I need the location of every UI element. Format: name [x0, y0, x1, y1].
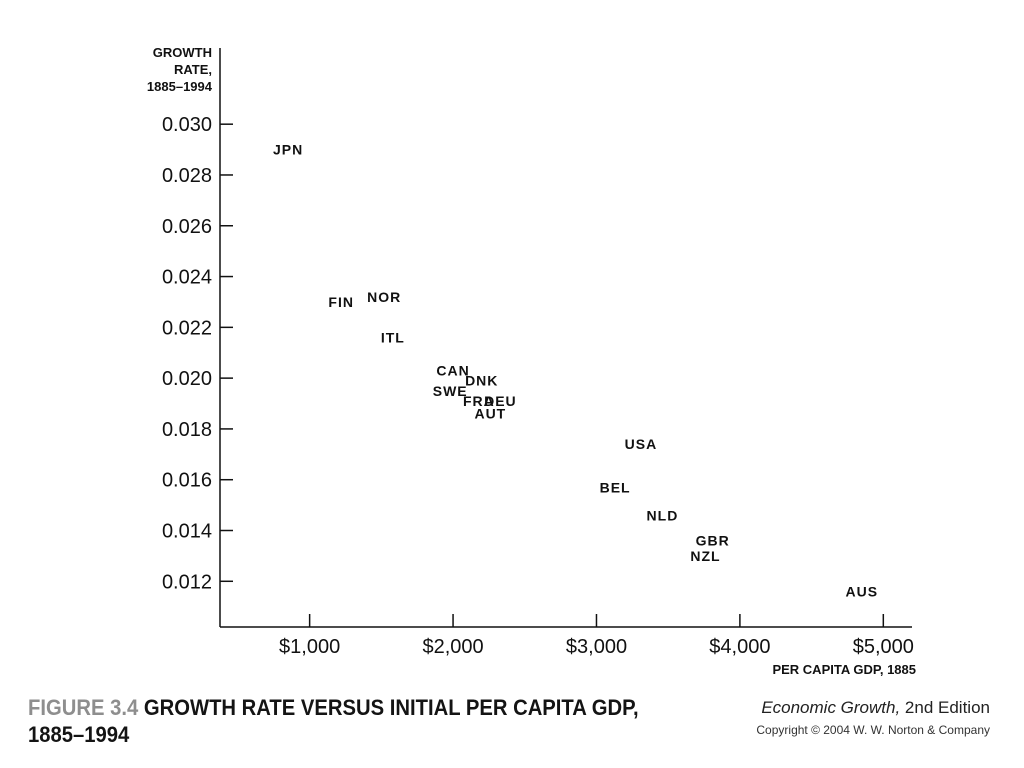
y-tick-label: 0.012	[162, 571, 212, 593]
data-point-aut: AUT	[474, 406, 506, 422]
figure-caption: FIGURE 3.4 GROWTH RATE VERSUS INITIAL PE…	[28, 694, 654, 748]
y-axis-ticks: 0.012 0.014 0.016 0.018 0.020 0.022 0.024 0.026…	[162, 114, 233, 593]
y-tick-label: 0.028	[162, 165, 212, 187]
scatter-chart: 0.012 0.014 0.016 0.018 0.020 0.022 0.024 0.026…	[162, 48, 914, 658]
y-tick-label: 0.024	[162, 267, 212, 289]
data-point-bel: BEL	[600, 479, 631, 495]
x-axis-ticks: $1,000 $2,000 $3,000 $4,000 $5,000	[279, 614, 914, 658]
x-tick-label: $2,000	[422, 636, 483, 658]
data-point-dnk: DNK	[465, 373, 498, 389]
data-point-deu: DEU	[484, 393, 517, 409]
y-tick-label: 0.016	[162, 470, 212, 492]
y-tick-label: 0.030	[162, 114, 212, 136]
data-point-swe: SWE	[433, 383, 468, 399]
copyright-notice: Copyright © 2004 W. W. Norton & Company	[756, 723, 990, 737]
y-tick-label: 0.014	[162, 521, 212, 543]
data-point-itl: ITL	[381, 330, 405, 346]
y-axis-title: GROWTH RATE, 1885–1994	[146, 45, 212, 94]
data-point-fra: FRA	[463, 393, 495, 409]
publication-info: Economic Growth, 2nd Edition Copyright ©…	[756, 698, 990, 737]
chart-axes	[219, 48, 912, 628]
x-tick-label: $4,000	[709, 636, 770, 658]
figure-number: FIGURE 3.4	[28, 695, 139, 720]
data-point-aus: AUS	[846, 583, 879, 599]
x-tick-label: $3,000	[566, 636, 627, 658]
data-point-nld: NLD	[647, 507, 679, 523]
y-tick-label: 0.026	[162, 216, 212, 238]
data-point-nor: NOR	[367, 289, 401, 305]
publication-title: Economic Growth,	[761, 698, 901, 717]
y-tick-label: 0.022	[162, 317, 212, 339]
x-axis-title: PER CAPITA GDP, 1885	[772, 662, 916, 677]
data-point-nzl: NZL	[690, 548, 720, 564]
data-point-gbr: GBR	[696, 533, 730, 549]
data-point-jpn: JPN	[273, 142, 303, 158]
x-tick-label: $5,000	[853, 636, 914, 658]
figure-title: GROWTH RATE VERSUS INITIAL PER CAPITA GD…	[28, 695, 639, 747]
y-tick-label: 0.018	[162, 419, 212, 441]
data-point-can: CAN	[436, 363, 469, 379]
y-tick-label: 0.020	[162, 368, 212, 390]
publication-title-line: Economic Growth, 2nd Edition	[756, 698, 990, 718]
data-point-usa: USA	[625, 436, 658, 452]
x-tick-label: $1,000	[279, 636, 340, 658]
data-point-fin: FIN	[328, 294, 354, 310]
publication-edition: 2nd Edition	[900, 698, 990, 717]
